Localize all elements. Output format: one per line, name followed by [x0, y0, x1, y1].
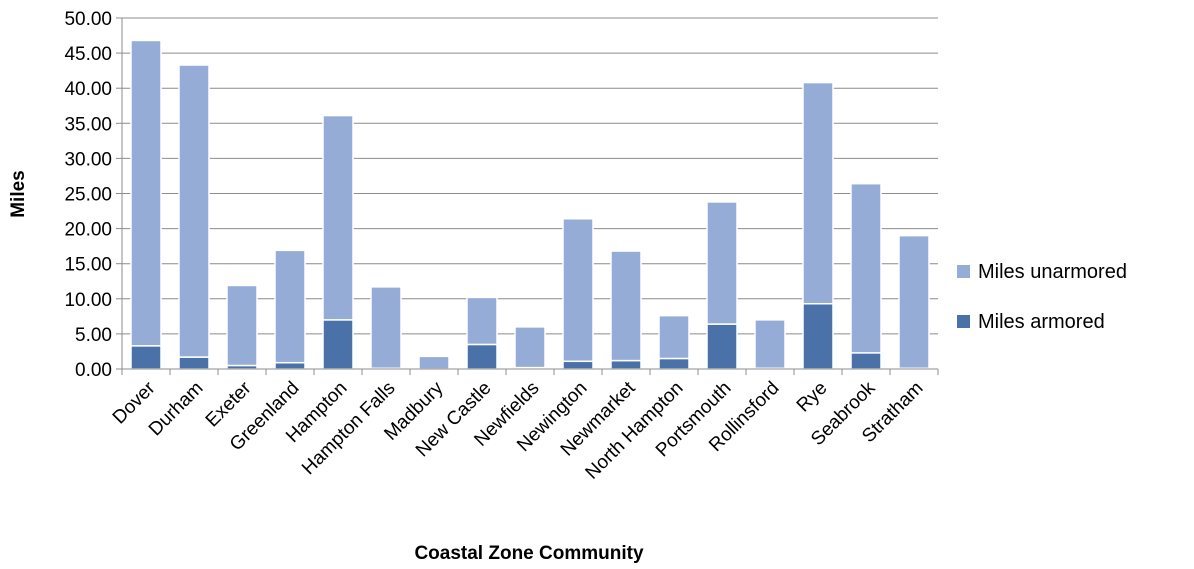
- y-tick-labels: 0.00 5.00 10.00 15.00 20.00 25.00 30.00 35.00 40…: [64, 9, 112, 381]
- y-tick-label: 45.00: [64, 44, 112, 65]
- bar-armored-greenland: [274, 361, 306, 370]
- legend-label: Miles armored: [978, 311, 1105, 333]
- bar-unarmored-madbury: [418, 355, 450, 370]
- y-tick-label: 0.00: [75, 360, 112, 381]
- bar-unarmored-durham: [178, 64, 210, 358]
- bar-armored-newmarket: [610, 359, 642, 370]
- bar-unarmored-exeter: [226, 284, 258, 367]
- bar-unarmored-newfields: [514, 326, 546, 369]
- x-tick-label: Rye: [793, 378, 832, 417]
- y-tick-label: 50.00: [64, 9, 112, 30]
- y-tick-label: 30.00: [64, 149, 112, 170]
- y-tick-label: 40.00: [64, 79, 112, 100]
- bars: [130, 39, 930, 370]
- bar-unarmored-hampton: [322, 114, 354, 321]
- bar-armored-newington: [562, 360, 594, 370]
- bar-unarmored-greenland: [274, 249, 306, 364]
- legend: Miles unarmored Miles armored: [957, 261, 1127, 333]
- y-tick-label: 15.00: [64, 255, 112, 276]
- bar-unarmored-portsmouth: [706, 201, 738, 325]
- x-tick-labels: DoverDurhamExeterGreenlandHamptonHampton…: [109, 377, 928, 483]
- bar-armored-hampton: [322, 319, 354, 370]
- gridlines: [116, 17, 938, 370]
- bar-armored-new-castle: [466, 343, 498, 370]
- y-tick-label: 10.00: [64, 290, 112, 311]
- y-tick-label: 35.00: [64, 114, 112, 135]
- bar-armored-dover: [130, 345, 162, 370]
- legend-label: Miles unarmored: [978, 261, 1127, 283]
- legend-swatch: [957, 265, 970, 278]
- axes: [121, 18, 939, 375]
- bar-unarmored-dover: [130, 39, 162, 347]
- bar-unarmored-newington: [562, 218, 594, 363]
- bar-armored-rye: [802, 302, 834, 370]
- bar-unarmored-rollinsford: [754, 319, 786, 370]
- bar-unarmored-rye: [802, 81, 834, 305]
- bar-armored-durham: [178, 356, 210, 370]
- bar-armored-seabrook: [850, 352, 882, 370]
- bar-unarmored-new-castle: [466, 296, 498, 346]
- bar-unarmored-stratham: [898, 234, 930, 370]
- bar-unarmored-north-hampton: [658, 314, 690, 360]
- y-tick-label: 20.00: [64, 220, 112, 241]
- y-tick-label: 25.00: [64, 185, 112, 206]
- bar-armored-north-hampton: [658, 357, 690, 370]
- bar-unarmored-hampton-falls: [370, 286, 402, 370]
- x-tick-label: Durham: [145, 378, 208, 441]
- y-tick-label: 5.00: [75, 325, 112, 346]
- x-axis-title: Coastal Zone Community: [414, 543, 644, 564]
- legend-swatch: [957, 315, 970, 328]
- bar-armored-portsmouth: [706, 323, 738, 370]
- bar-unarmored-seabrook: [850, 182, 882, 354]
- bar-unarmored-newmarket: [610, 250, 642, 362]
- y-axis-title: Miles: [8, 170, 29, 218]
